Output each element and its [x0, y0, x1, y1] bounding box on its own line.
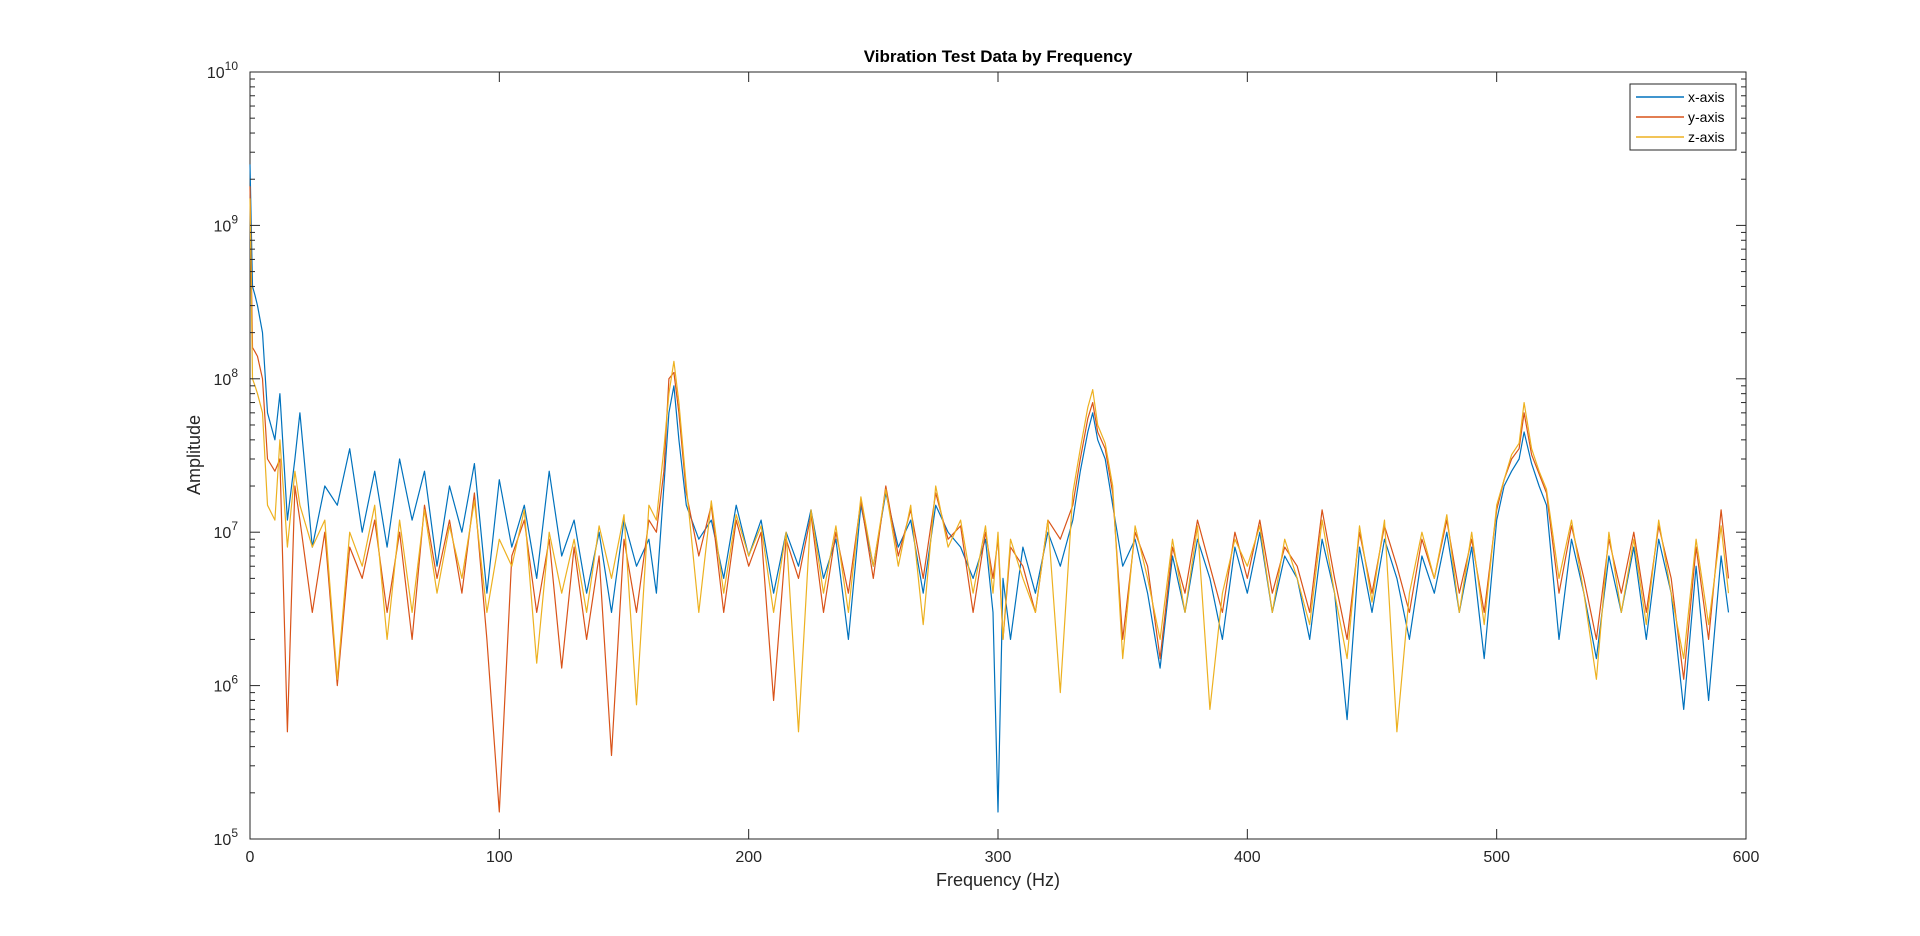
plot-area: [249, 71, 1747, 840]
legend: x-axis y-axis z-axis: [1629, 83, 1737, 151]
series-line-x-axis: [249, 164, 1730, 813]
legend-label: x-axis: [1688, 89, 1725, 105]
series-line-y-axis: [249, 186, 1730, 813]
series-line-z-axis: [249, 198, 1730, 733]
x-axis-label: Frequency (Hz): [936, 870, 1060, 890]
y-tick-label: 109: [214, 212, 239, 235]
y-tick-label: 105: [214, 826, 239, 849]
y-tick-label: 1010: [207, 59, 238, 82]
axis-layer: 0 100 200 300 400 500 600 105 106 107 108 109 1010: [207, 59, 1760, 866]
x-tick-label: 600: [1733, 849, 1760, 866]
x-tick-label: 0: [246, 849, 255, 866]
legend-label: y-axis: [1688, 109, 1725, 125]
x-tick-label: 500: [1483, 849, 1510, 866]
x-tick-label: 200: [735, 849, 762, 866]
y-tick-label: 106: [214, 673, 239, 696]
y-tick-label: 108: [214, 366, 239, 389]
series-layer: [249, 164, 1730, 813]
y-axis-label: Amplitude: [184, 415, 204, 495]
x-tick-label: 300: [985, 849, 1012, 866]
legend-label: z-axis: [1688, 129, 1725, 145]
chart-title: Vibration Test Data by Frequency: [864, 47, 1133, 66]
x-tick-label: 400: [1234, 849, 1261, 866]
y-tick-label: 107: [214, 519, 239, 542]
x-tick-label: 100: [486, 849, 513, 866]
